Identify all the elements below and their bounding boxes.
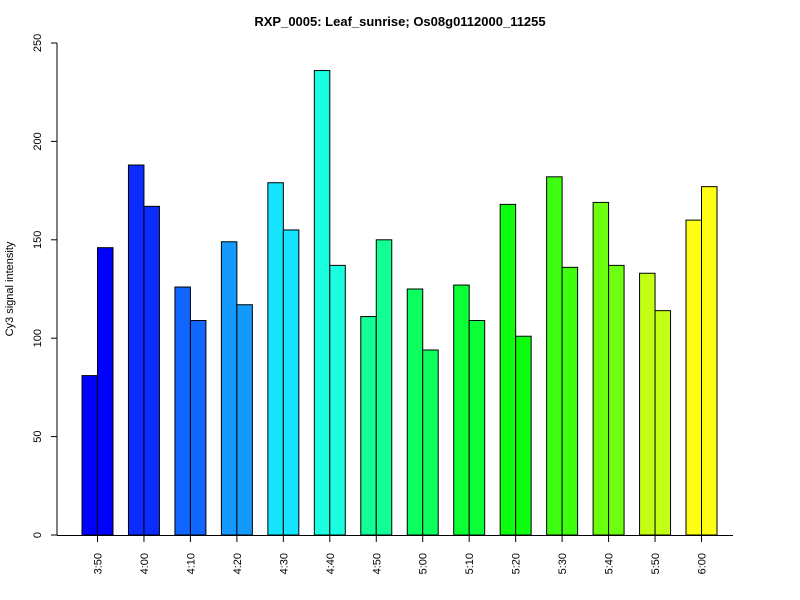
x-axis: 3:50 4:00 4:10 4:20 4:30 4:40 4:50 5:00 5:10 5:20… — [57, 535, 733, 574]
x-tick-label: 5:20 — [511, 553, 523, 574]
bar-350-2 — [96, 247, 114, 536]
x-tick-label: 4:30 — [278, 553, 290, 574]
y-tick-label: 150 — [32, 231, 44, 249]
bar-500-1 — [406, 288, 424, 536]
bar-530-2 — [561, 266, 579, 536]
y-axis-label: Cy3 signal intensity — [4, 241, 16, 336]
bar-510-2 — [468, 319, 486, 536]
x-tick-label: 3:50 — [92, 553, 104, 574]
bar-410-2 — [189, 319, 207, 536]
bar-350-1 — [81, 375, 98, 536]
bar-450-1 — [360, 316, 377, 536]
x-tick-label: 5:10 — [464, 553, 476, 574]
bar-600-2 — [701, 186, 718, 536]
x-tick-label: 5:30 — [557, 553, 569, 574]
bar-410-1 — [174, 286, 191, 536]
x-tick-label: 4:10 — [185, 553, 197, 574]
bar-500-2 — [422, 349, 439, 536]
bar-540-1 — [592, 201, 610, 536]
bar-450-2 — [375, 239, 393, 536]
bar-530-1 — [546, 176, 563, 536]
bar-440-2 — [329, 264, 346, 536]
bars-group — [81, 70, 718, 536]
x-tick-label: 4:00 — [139, 553, 151, 574]
bar-400-1 — [127, 164, 145, 536]
y-tick-label: 50 — [32, 430, 44, 442]
y-tick-label: 0 — [32, 532, 44, 538]
bar-400-2 — [143, 205, 160, 536]
x-tick-label: 4:50 — [371, 553, 383, 574]
bar-550-2 — [654, 310, 672, 536]
bar-440-1 — [313, 70, 331, 536]
bar-550-1 — [639, 272, 656, 536]
x-tick-label: 5:40 — [604, 553, 616, 574]
x-tick-label: 5:00 — [418, 553, 430, 574]
y-tick-label: 250 — [32, 34, 44, 52]
bar-510-1 — [453, 284, 470, 536]
bar-540-2 — [608, 264, 625, 536]
y-axis: 0 50 100 150 200 250 — [32, 34, 58, 538]
y-tick-label: 200 — [32, 132, 44, 150]
bar-430-1 — [267, 182, 284, 536]
chart-title: RXP_0005: Leaf_sunrise; Os08g0112000_112… — [254, 14, 545, 29]
x-tick-label: 6:00 — [697, 553, 709, 574]
bar-420-1 — [220, 241, 238, 536]
bar-520-1 — [499, 203, 517, 536]
bar-520-2 — [515, 335, 532, 536]
bar-430-2 — [282, 229, 300, 536]
y-tick-label: 100 — [32, 329, 44, 347]
x-tick-label: 5:50 — [650, 553, 662, 574]
x-tick-label: 4:40 — [325, 553, 337, 574]
bar-600-1 — [685, 219, 703, 536]
bar-420-2 — [236, 304, 253, 536]
x-tick-label: 4:20 — [232, 553, 244, 574]
